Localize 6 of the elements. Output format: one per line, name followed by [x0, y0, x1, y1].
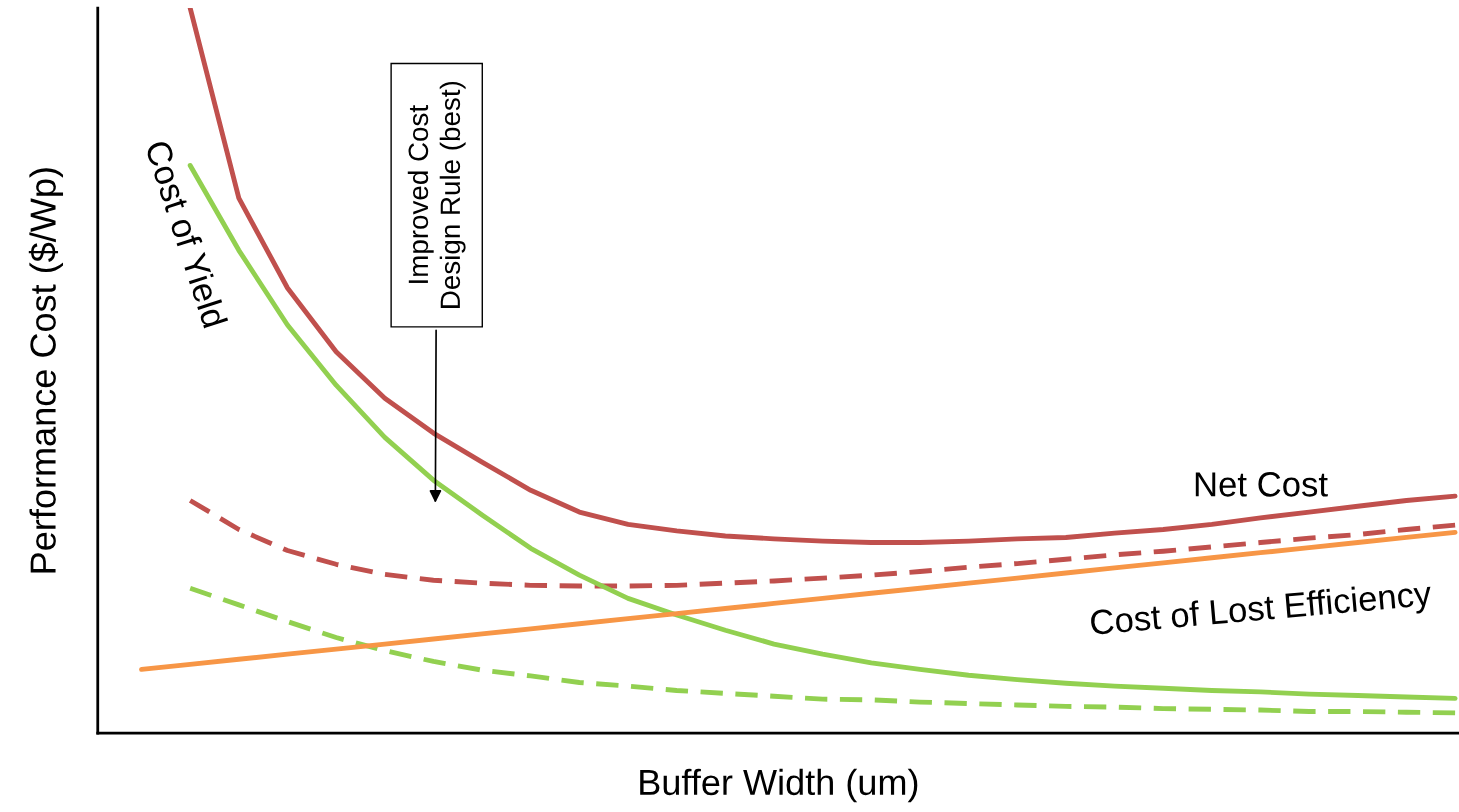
annotation: Improved Cost Design Rule (best): [407, 81, 466, 308]
y-axis-title: Performance Cost ($/Wp): [28, 168, 64, 573]
x-axis-title: Buffer Width (um): [640, 768, 918, 803]
text: Cost of Yield: [144, 139, 229, 329]
series-label: Cost of Lost Efficiency: [1090, 579, 1433, 642]
series-label: Net Cost: [1195, 472, 1328, 497]
